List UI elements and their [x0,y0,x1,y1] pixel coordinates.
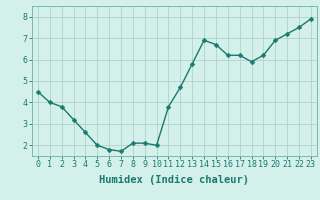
X-axis label: Humidex (Indice chaleur): Humidex (Indice chaleur) [100,175,249,185]
